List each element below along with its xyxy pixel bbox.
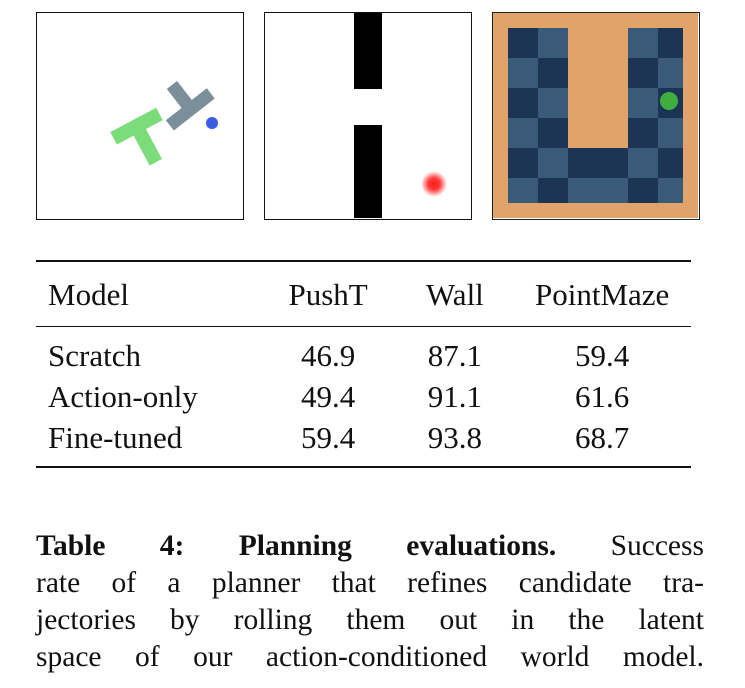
table-header-row: Model PushT Wall PointMaze bbox=[36, 261, 691, 327]
row-wall: 87.1 bbox=[427, 338, 483, 373]
caption-line-1: Table 4: Planning evaluations. Success bbox=[36, 528, 704, 565]
wall-env-panel bbox=[264, 12, 472, 220]
pusht-agent-dot bbox=[206, 117, 218, 129]
wall-env-icon bbox=[354, 13, 447, 218]
row-pusht: 59.4 bbox=[300, 420, 356, 455]
row-pusht: 49.4 bbox=[300, 379, 356, 414]
caption-title: Planning evaluations. bbox=[238, 530, 557, 562]
row-model: Scratch bbox=[48, 338, 141, 373]
table-row: Scratch 46.9 87.1 59.4 bbox=[36, 327, 691, 377]
maze-walls bbox=[508, 28, 683, 203]
wall-upper bbox=[354, 13, 382, 89]
table-caption: Table 4: Planning evaluations. Success r… bbox=[36, 528, 704, 676]
row-pointmaze: 59.4 bbox=[575, 338, 630, 373]
row-model: Action-only bbox=[48, 379, 198, 414]
results-table: Model PushT Wall PointMaze Scratch 46.9 … bbox=[36, 260, 691, 468]
pusht-block-t bbox=[110, 107, 163, 166]
header-wall: Wall bbox=[426, 276, 484, 312]
row-model: Fine-tuned bbox=[48, 420, 183, 455]
row-wall: 93.8 bbox=[427, 420, 483, 455]
row-pointmaze: 68.7 bbox=[575, 420, 630, 455]
caption-label: Table 4: bbox=[36, 530, 185, 562]
caption-text-1: Success bbox=[610, 530, 704, 562]
pusht-agent-t bbox=[165, 81, 215, 131]
caption-line-3: jectories by rolling them out in the lat… bbox=[36, 604, 704, 636]
pointmaze-env-icon bbox=[493, 13, 698, 218]
pusht-env-panel bbox=[36, 12, 244, 220]
caption-line-4: space of our action-conditioned world mo… bbox=[36, 641, 704, 673]
caption-line-2: rate of a planner that refines candidate… bbox=[36, 567, 704, 599]
maze-ball bbox=[660, 92, 678, 110]
header-model: Model bbox=[48, 276, 129, 312]
pointmaze-env-panel bbox=[492, 12, 700, 220]
header-pointmaze: PointMaze bbox=[535, 276, 670, 312]
table-row: Action-only 49.4 91.1 61.6 bbox=[36, 376, 691, 417]
header-pusht: PushT bbox=[288, 276, 368, 312]
row-pusht: 46.9 bbox=[300, 338, 356, 373]
wall-target-dot bbox=[421, 171, 447, 197]
row-pointmaze: 61.6 bbox=[575, 379, 630, 414]
wall-lower bbox=[354, 125, 382, 218]
pusht-env-icon bbox=[110, 81, 218, 166]
row-wall: 91.1 bbox=[427, 379, 483, 414]
table-row: Fine-tuned 59.4 93.8 68.7 bbox=[36, 417, 691, 467]
